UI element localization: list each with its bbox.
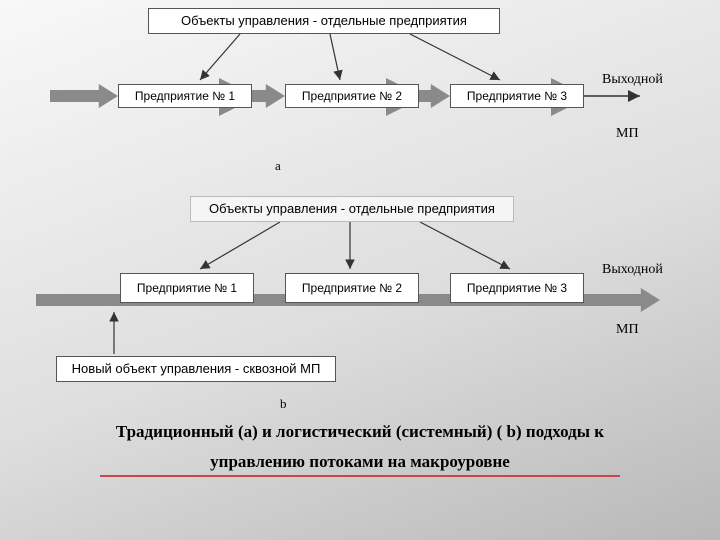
a-enterprise-2: Предприятие № 2 — [285, 84, 419, 108]
caption-line-2: управлению потоками на макроуровне — [0, 452, 720, 472]
b-ent1-label: Предприятие № 1 — [137, 281, 237, 296]
a-ent3-label: Предприятие № 3 — [467, 89, 567, 104]
a-enterprise-3: Предприятие № 3 — [450, 84, 584, 108]
b-note-text: Новый объект управления - сквозной МП — [72, 361, 321, 377]
a-header-text: Объекты управления - отдельные предприят… — [181, 13, 467, 29]
a-output-label: Выходной — [602, 72, 663, 88]
a-letter-label: a — [275, 158, 281, 174]
a-mp-label: МП — [616, 126, 639, 142]
diagram-stage: Объекты управления - отдельные предприят… — [0, 0, 720, 540]
b-ent2-label: Предприятие № 2 — [302, 281, 402, 296]
b-ent3-label: Предприятие № 3 — [467, 281, 567, 296]
b-letter-label: b — [280, 396, 287, 412]
b-enterprise-1: Предприятие № 1 — [120, 273, 254, 303]
b-mp-label: МП — [616, 322, 639, 338]
a-enterprise-1: Предприятие № 1 — [118, 84, 252, 108]
a-ent2-label: Предприятие № 2 — [302, 89, 402, 104]
caption-line-1: Традиционный (а) и логистический (систем… — [0, 422, 720, 442]
b-enterprise-3: Предприятие № 3 — [450, 273, 584, 303]
b-output-label: Выходной — [602, 262, 663, 278]
b-enterprise-2: Предприятие № 2 — [285, 273, 419, 303]
b-header-text: Объекты управления - отдельные предприят… — [209, 201, 495, 217]
a-header-box: Объекты управления - отдельные предприят… — [148, 8, 500, 34]
b-note-box: Новый объект управления - сквозной МП — [56, 356, 336, 382]
a-ent1-label: Предприятие № 1 — [135, 89, 235, 104]
b-header-box: Объекты управления - отдельные предприят… — [190, 196, 514, 222]
